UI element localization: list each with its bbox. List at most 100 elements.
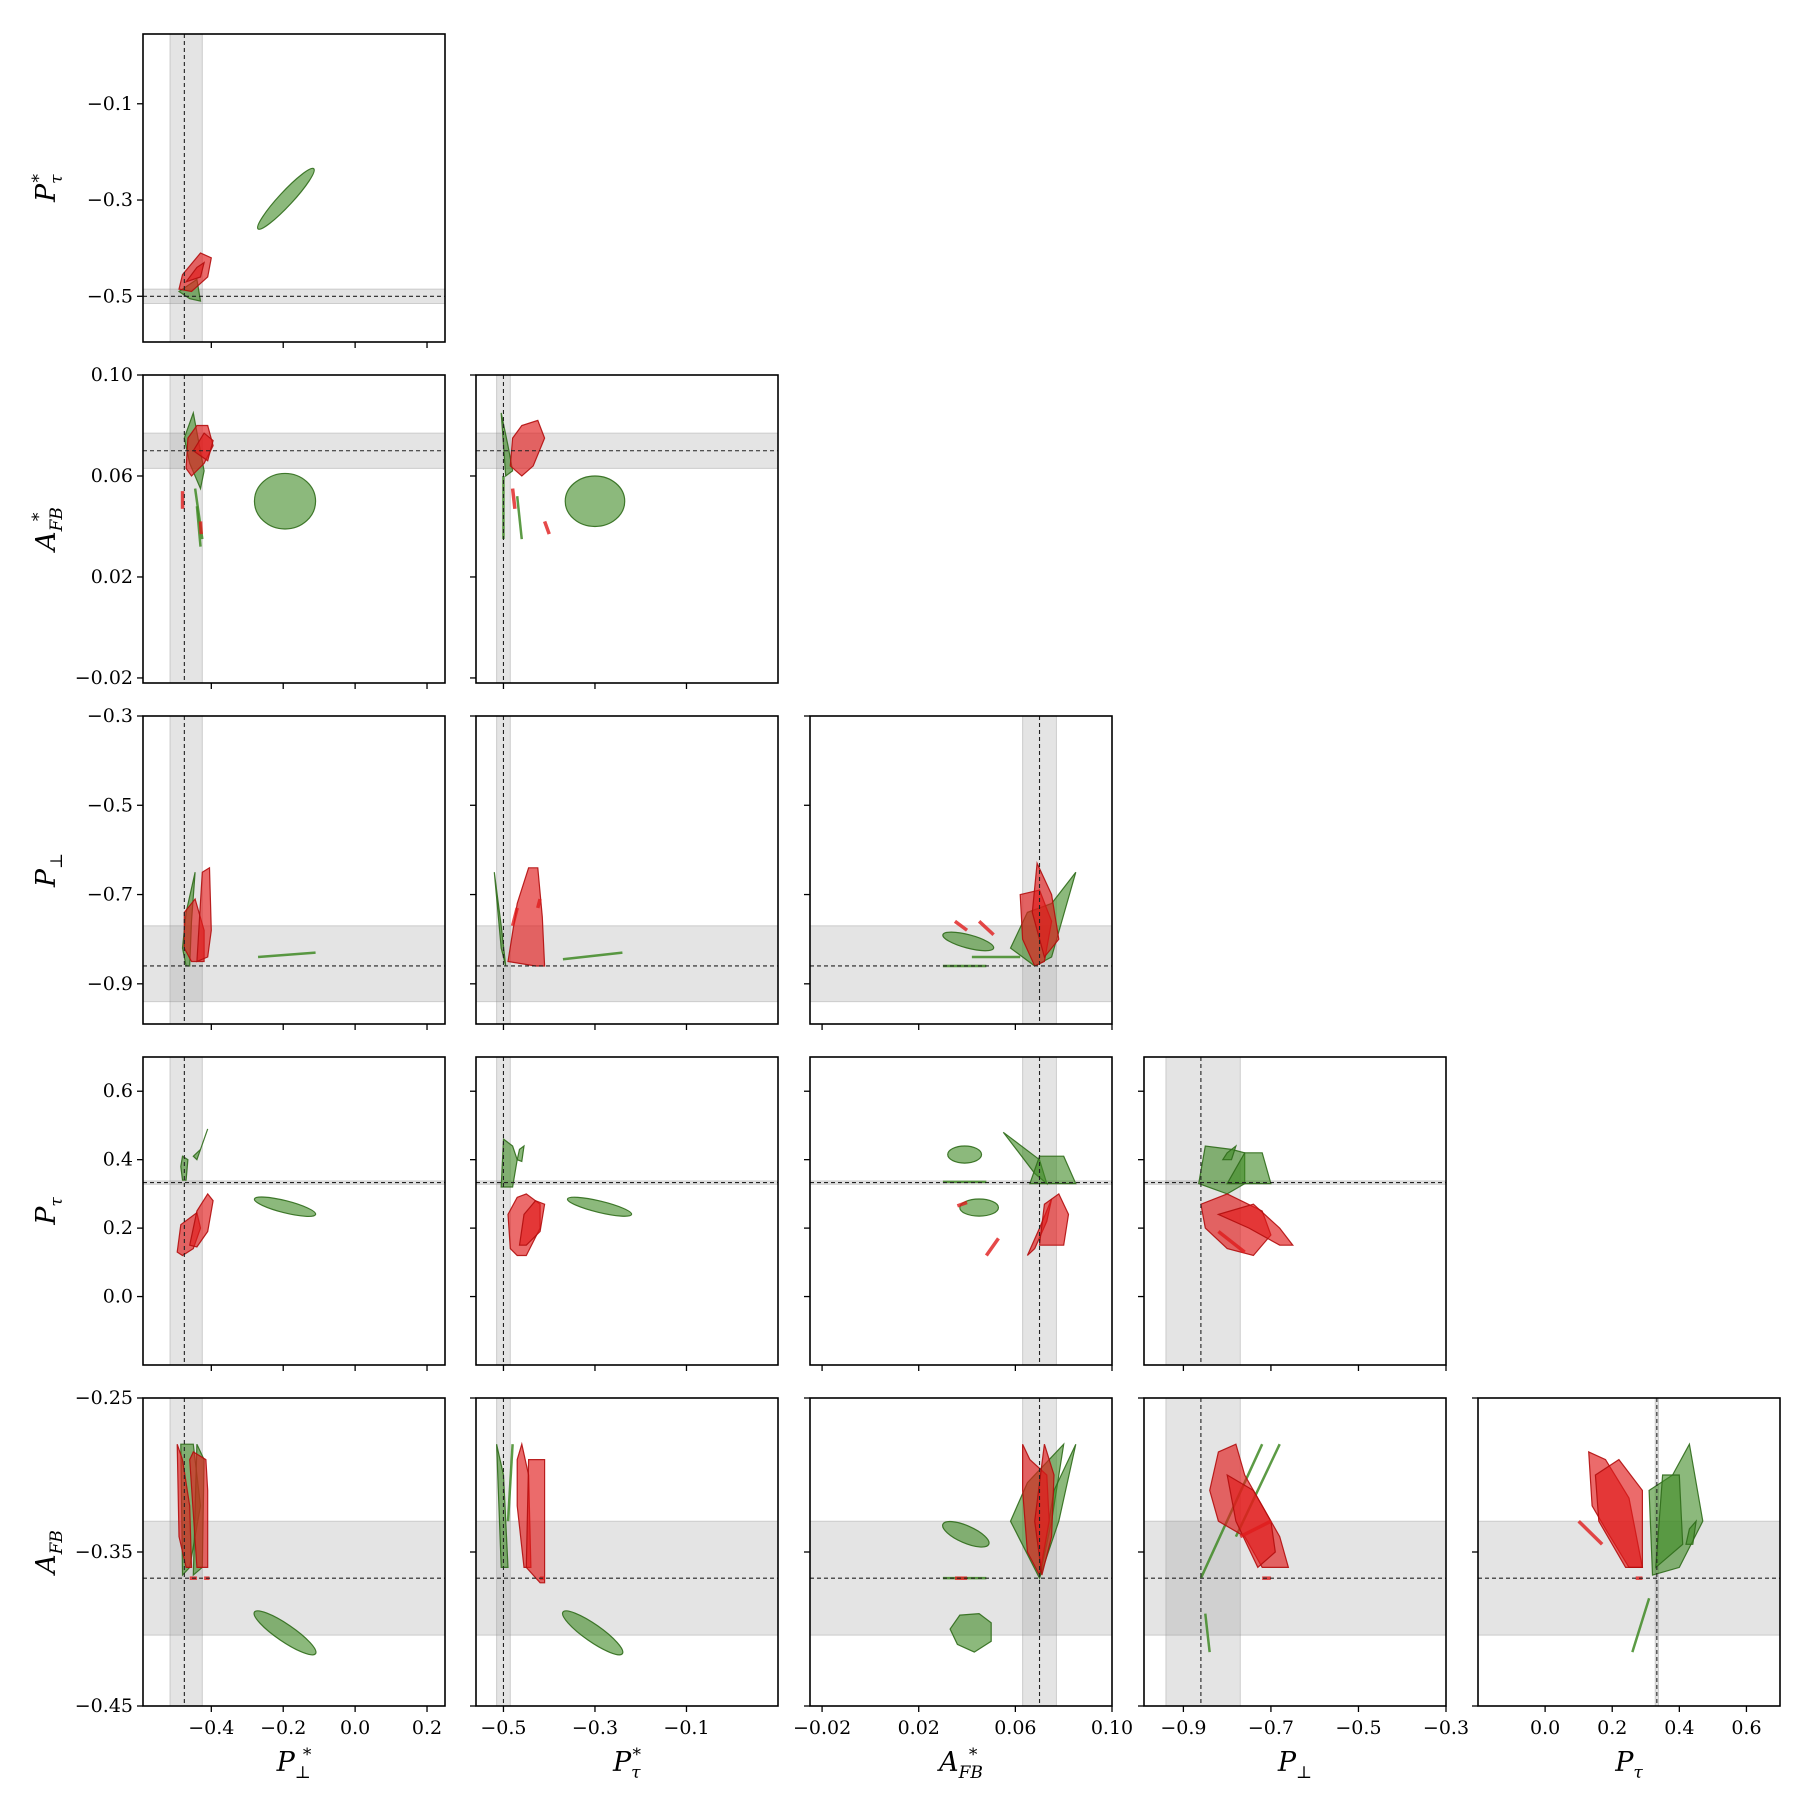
green-credible-region <box>500 1137 518 1188</box>
green-credible-segment <box>506 1444 514 1522</box>
panel-frame <box>142 1056 446 1366</box>
axis-label-AFB_star: AFB* <box>936 1745 983 1783</box>
y-tick-label: 0.10 <box>91 364 133 386</box>
red-credible-region <box>189 1451 209 1569</box>
y-tick-label: −0.25 <box>75 1387 133 1409</box>
x-tick-label: 0.02 <box>898 1717 940 1739</box>
x-tick-label: −0.7 <box>1248 1717 1294 1739</box>
green-credible-ellipse <box>942 1520 990 1548</box>
x-tick-label: 0.0 <box>1530 1717 1560 1739</box>
y-tick-label: −0.3 <box>87 705 133 727</box>
green-credible-region <box>500 412 514 478</box>
x-tick-label: −0.5 <box>1335 1717 1381 1739</box>
green-credible-segment <box>1631 1597 1651 1653</box>
x-tick-label: −0.1 <box>663 1717 709 1739</box>
y-tick-label: −0.02 <box>75 667 133 689</box>
green-credible-ellipse <box>253 1610 317 1656</box>
y-tick-label: 0.0 <box>103 1286 133 1308</box>
red-credible-segment <box>1217 1230 1246 1254</box>
panel-frame <box>475 1056 779 1366</box>
y-tick-label: −0.5 <box>87 794 133 816</box>
y-tick-label: −0.9 <box>87 973 133 995</box>
green-credible-ellipse <box>947 1145 983 1164</box>
y-tick-label: 0.2 <box>103 1217 133 1239</box>
green-credible-segment <box>515 496 524 540</box>
green-credible-ellipse <box>959 1198 1000 1217</box>
red-credible-region <box>507 867 546 967</box>
axis-label-Pperp_star: P⊥* <box>276 1745 312 1783</box>
red-credible-segment <box>1577 1519 1604 1546</box>
green-credible-ellipse <box>561 1610 624 1656</box>
green-credible-region <box>949 1612 992 1653</box>
y-tick-label: 0.4 <box>103 1149 133 1171</box>
x-tick-label: −0.3 <box>572 1717 618 1739</box>
axis-label-Pperp: P⊥ <box>31 853 67 888</box>
green-credible-region <box>1685 1519 1697 1545</box>
panel-frame <box>475 715 779 1025</box>
green-credible-ellipse <box>564 475 626 528</box>
x-tick-label: −0.5 <box>480 1717 526 1739</box>
x-tick-label: 0.0 <box>340 1717 370 1739</box>
red-credible-region <box>1226 1473 1276 1569</box>
green-credible-segment <box>195 506 202 547</box>
x-tick-label: −0.3 <box>1423 1717 1469 1739</box>
x-tick-label: −0.9 <box>1160 1717 1206 1739</box>
red-credible-region <box>196 866 212 963</box>
panel-Pperp_star-vs-Pperp: −0.9 −0.7 −0.5 −0.3 P⊥ <box>31 705 446 1030</box>
green-credible-segment <box>562 951 623 961</box>
axis-label-Ptau_star: Pτ* <box>612 1745 642 1783</box>
y-tick-label: −0.45 <box>75 1695 133 1717</box>
panel-Pperp-vs-AFB: −0.9 −0.7 −0.5 −0.3 P⊥ <box>1138 1397 1469 1783</box>
green-credible-region <box>1029 1155 1077 1185</box>
y-tick-label: −0.35 <box>75 1541 133 1563</box>
panel-Ptau-vs-AFB: 0.0 0.2 0.4 0.6 Pτ <box>1472 1397 1781 1783</box>
green-credible-ellipse <box>253 1196 317 1218</box>
panel-Pperp_star-vs-Ptau: 0.0 0.2 0.4 0.6 Pτ <box>31 1056 446 1371</box>
red-credible-segment <box>1239 1519 1272 1539</box>
y-tick-label: 0.6 <box>103 1080 133 1102</box>
red-credible-segment <box>510 907 519 927</box>
y-tick-label: −0.5 <box>87 285 133 307</box>
red-credible-region <box>525 1458 546 1584</box>
panel-Ptau_star-vs-Ptau <box>470 1056 779 1371</box>
panel-Pperp-vs-Ptau <box>1138 1056 1447 1371</box>
panel-AFB_star-vs-Pperp <box>804 715 1113 1030</box>
y-tick-label: 0.06 <box>91 465 133 487</box>
green-credible-segment <box>257 951 316 959</box>
panel-frame <box>142 374 446 684</box>
red-credible-segment <box>542 520 551 535</box>
red-credible-region <box>1594 1458 1644 1569</box>
red-credible-segment <box>977 920 995 937</box>
red-credible-segment <box>198 521 203 535</box>
axis-label-Ptau: Pτ <box>1614 1747 1643 1783</box>
x-tick-label: 0.6 <box>1731 1717 1761 1739</box>
panel-Ptau_star-vs-AFB: −0.5 −0.3 −0.1 Pτ* <box>470 1397 779 1783</box>
red-credible-segment <box>984 1237 1000 1257</box>
y-tick-label: −0.1 <box>87 93 133 115</box>
panel-frame <box>142 715 446 1025</box>
x-tick-label: 0.2 <box>1597 1717 1627 1739</box>
red-credible-region <box>184 261 206 283</box>
axis-label-Ptau: Pτ <box>31 1197 67 1226</box>
red-credible-region <box>518 1199 546 1246</box>
green-credible-region <box>1226 1152 1272 1185</box>
x-tick-label: 0.4 <box>1664 1717 1694 1739</box>
red-credible-region <box>509 419 546 477</box>
axis-label-AFB_star: AFB* <box>29 507 67 554</box>
x-tick-label: −0.4 <box>188 1717 234 1739</box>
red-credible-segment <box>953 919 969 932</box>
red-credible-region <box>1031 861 1060 959</box>
red-credible-region <box>1038 1192 1070 1246</box>
green-credible-region <box>1221 1144 1238 1161</box>
reference-band-x <box>169 375 203 683</box>
panel-Ptau_star-vs-AFB_star <box>470 374 779 689</box>
red-credible-region <box>188 1192 214 1248</box>
green-credible-region <box>1655 1474 1684 1569</box>
axis-label-Pperp: P⊥ <box>1277 1747 1312 1783</box>
x-tick-label: −0.02 <box>793 1717 851 1739</box>
panel-frame <box>809 1056 1113 1366</box>
green-credible-segment <box>1204 1613 1211 1653</box>
x-tick-label: −0.2 <box>260 1717 306 1739</box>
red-credible-segment <box>536 898 542 909</box>
